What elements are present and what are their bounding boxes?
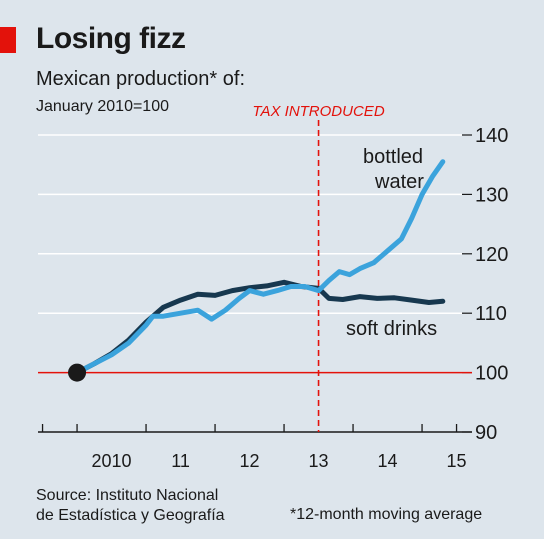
source-line-2: de Estadística y Geografía xyxy=(36,507,225,524)
source-line-1: Source: Instituto Nacional xyxy=(36,487,219,504)
xtick-label: 13 xyxy=(309,451,329,471)
series-annotations: bottled water soft drinks xyxy=(346,146,437,340)
xtick-label: 2010 xyxy=(92,451,132,471)
ytick-label: 140 xyxy=(475,125,508,147)
ytick-label: 130 xyxy=(475,184,508,206)
chart-title: Losing fizz xyxy=(36,22,186,55)
ytick-label: 90 xyxy=(475,422,497,444)
series-line-bottled-water xyxy=(74,159,446,376)
series-lines xyxy=(68,159,446,382)
xtick-label: 11 xyxy=(171,451,190,471)
ytick-label: 110 xyxy=(475,303,507,325)
index-note: January 2010=100 xyxy=(36,98,169,115)
gridlines xyxy=(38,134,472,433)
series-annotation: soft drinks xyxy=(346,318,437,340)
start-point-marker xyxy=(68,363,87,382)
series-annotation: water xyxy=(374,171,424,193)
xtick-label: 14 xyxy=(378,451,398,471)
brand-tab xyxy=(0,27,16,53)
source-note: Source: Instituto Nacional de Estadístic… xyxy=(36,486,225,526)
xtick-label: 12 xyxy=(240,451,260,471)
ytick-label: 120 xyxy=(475,244,508,266)
tax-event-marker: TAX INTRODUCED xyxy=(252,103,385,432)
x-axis: 2010 11 12 13 14 15 xyxy=(38,424,472,471)
xtick-label: 15 xyxy=(447,451,467,471)
footnote: *12-month moving average xyxy=(290,506,483,523)
tax-event-label: TAX INTRODUCED xyxy=(252,103,384,120)
y-axis-tick-labels: 90 100 110 120 130 140 xyxy=(475,125,508,444)
ytick-label: 100 xyxy=(475,363,508,385)
series-annotation: bottled xyxy=(363,146,423,168)
chart-subtitle: Mexican production* of: xyxy=(36,68,246,90)
